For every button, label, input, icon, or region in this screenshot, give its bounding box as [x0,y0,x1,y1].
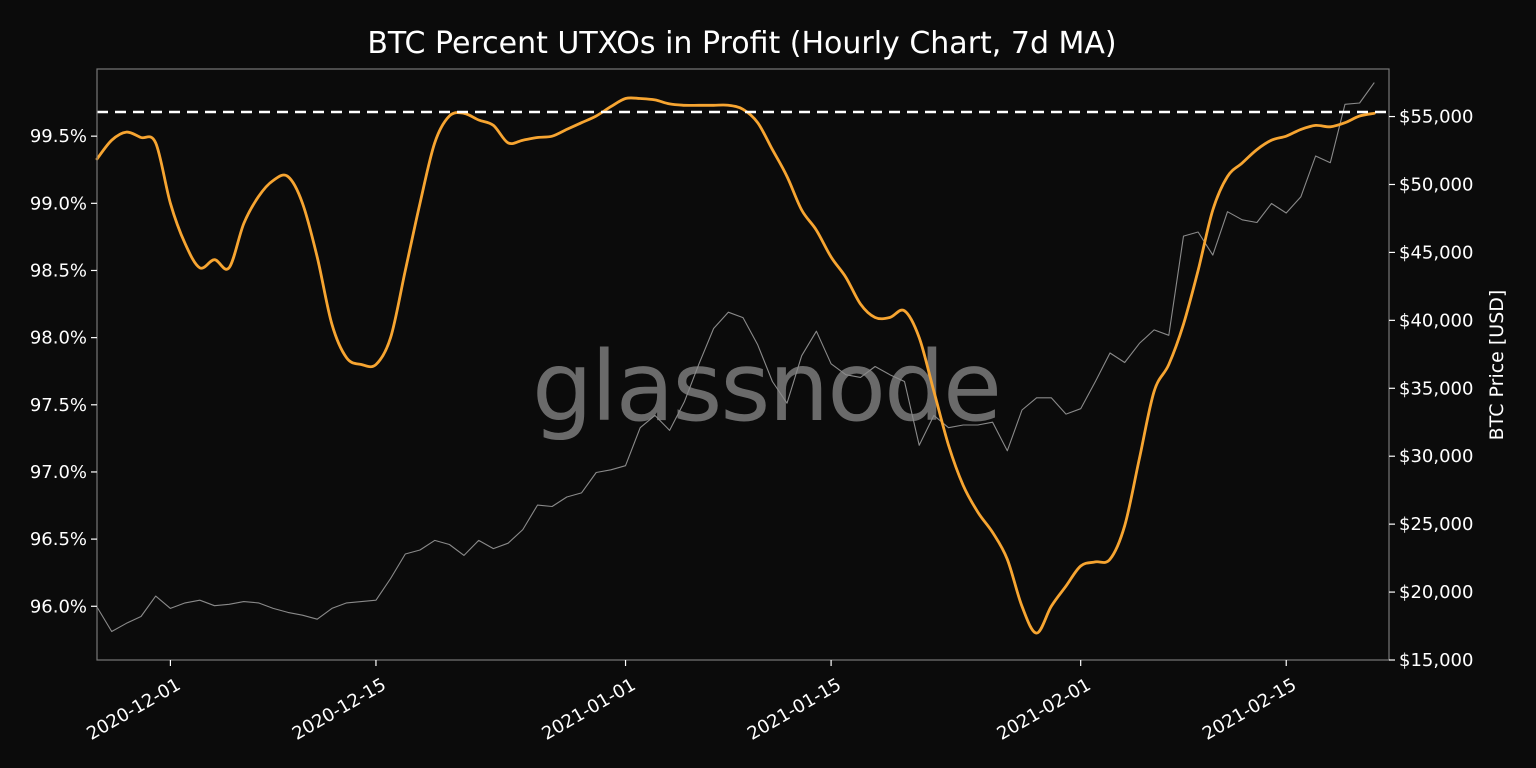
utxo-profit-series [95,96,1376,635]
left-tick-label: 98.5% [30,260,87,281]
left-tick-label: 96.5% [30,529,87,550]
right-tick-label: $35,000 [1399,378,1473,399]
left-tick-label: 98.0% [30,328,87,349]
left-tick-label: 99.0% [30,193,87,214]
right-tick-label: $45,000 [1399,242,1473,263]
watermark: glassnode [532,331,1000,443]
right-axis-label: BTC Price [USD] [1486,290,1508,441]
left-tick-label: 97.0% [30,462,87,483]
left-tick-label: 99.5% [30,126,87,147]
right-tick-label: $25,000 [1399,514,1473,535]
right-tick-label: $55,000 [1399,107,1473,128]
price-line [96,82,1375,633]
right-tick-label: $30,000 [1399,446,1473,467]
left-tick-label: 97.5% [30,395,87,416]
utxo-profit-line [95,96,1376,635]
left-tick-label: 96.0% [30,596,87,617]
price-series [96,82,1375,633]
right-tick-label: $15,000 [1399,650,1473,671]
right-tick-label: $20,000 [1399,582,1473,603]
right-tick-label: $50,000 [1399,174,1473,195]
left-axis: 96.0% 96.5% 97.0% 97.5% 98.0% 98.5% 99.0% 99.5% [30,126,97,617]
chart-title: BTC Percent UTXOs in Profit (Hourly Char… [367,26,1116,61]
right-tick-label: $40,000 [1399,310,1473,331]
right-axis: $15,000 $20,000 $25,000 $30,000 $35,000 $40,0… [1389,107,1473,671]
plot-area [96,68,1390,661]
